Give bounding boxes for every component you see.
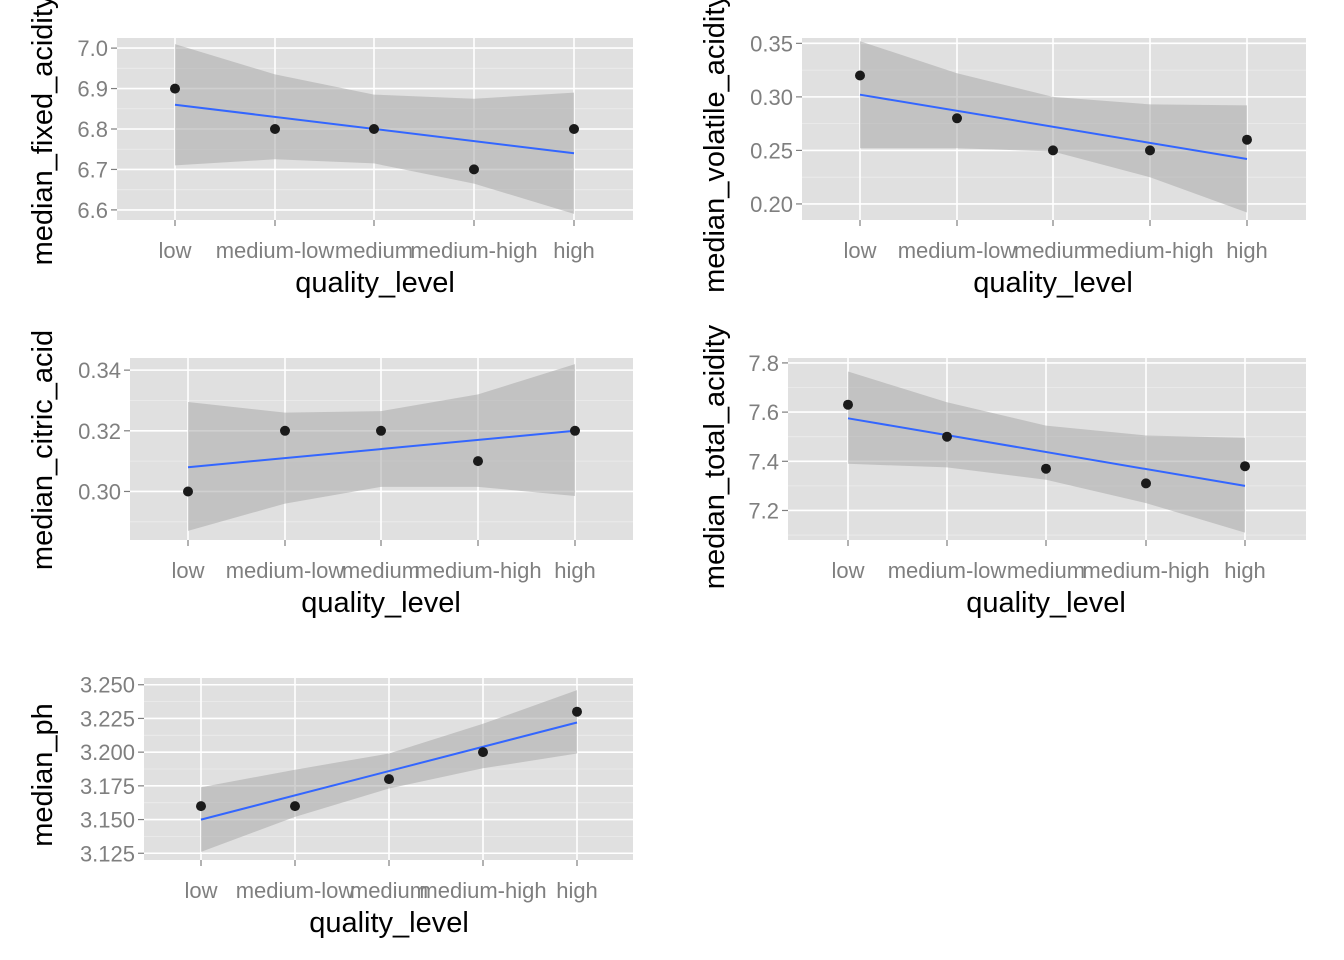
data-point	[478, 747, 488, 758]
y-tick-label: 0.30	[78, 479, 121, 504]
data-point	[376, 425, 386, 436]
y-tick-label: 7.4	[748, 449, 779, 474]
y-tick-label: 6.7	[77, 157, 108, 182]
y-tick-label: 0.34	[78, 358, 121, 383]
y-tick-label: 7.6	[748, 400, 779, 425]
x-tick-label: low	[171, 558, 204, 583]
x-tick-label: high	[554, 558, 596, 583]
y-tick-label: 7.2	[748, 498, 779, 523]
confidence-band	[188, 364, 575, 531]
x-tick-label: low	[843, 238, 876, 263]
x-tick-label: medium	[335, 238, 413, 263]
y-tick-label: 6.8	[77, 117, 108, 142]
y-tick-label: 6.9	[77, 77, 108, 102]
x-axis-title: quality_level	[973, 267, 1133, 299]
x-tick-label: low	[831, 558, 864, 583]
x-tick-label: medium	[1014, 238, 1092, 263]
panel-volatile: 0.20 0.25 0.30 0.35 low medium-lowmediummediu…	[699, 0, 1306, 299]
data-point	[1048, 145, 1058, 156]
data-point	[469, 164, 479, 175]
x-tick-label: medium	[1007, 558, 1085, 583]
data-point	[290, 801, 300, 812]
x-tick-label: high	[1226, 238, 1268, 263]
x-tick-label: medium	[342, 558, 420, 583]
y-tick-label: 3.225	[80, 706, 135, 731]
data-point	[1240, 461, 1250, 472]
y-tick-label: 3.175	[80, 774, 135, 799]
panel-fixed: 6.6 6.7 6.8 6.9 7.0 low medium-low mediummedium…	[27, 0, 633, 299]
x-tick-label: medium-high	[1082, 558, 1209, 583]
x-tick-label: medium-low	[216, 238, 335, 263]
regression-line	[187, 429, 576, 469]
data-point	[1141, 478, 1151, 489]
y-tick-label: 3.200	[80, 740, 135, 765]
x-tick-label: medium-high	[410, 238, 537, 263]
y-tick-label: 0.25	[750, 138, 793, 163]
panel-total: 7.2 7.4 7.6 7.8 low medium-low mediummedium-hi…	[699, 324, 1306, 619]
data-point	[170, 83, 180, 94]
y-tick-label: 7.8	[748, 351, 779, 376]
y-tick-label: 0.35	[750, 31, 793, 56]
regression-line	[847, 417, 1246, 487]
x-tick-label: medium-low	[236, 878, 355, 903]
y-axis-title: median_total_acidity	[699, 324, 731, 589]
data-point	[572, 706, 582, 717]
data-point	[270, 124, 280, 134]
x-tick-label: high	[1224, 558, 1266, 583]
x-axis-title: quality_level	[309, 907, 469, 939]
x-axis-title: quality_level	[301, 587, 461, 619]
x-axis-title: quality_level	[966, 587, 1126, 619]
data-point	[843, 399, 853, 410]
data-point	[1041, 463, 1051, 474]
data-point	[196, 801, 206, 812]
y-axis-title: median_volatile_acidity	[699, 0, 731, 293]
x-tick-label: medium-high	[1086, 238, 1213, 263]
data-point	[384, 774, 394, 785]
x-tick-label: medium-low	[898, 238, 1017, 263]
data-point	[569, 124, 579, 134]
x-tick-label: high	[556, 878, 598, 903]
y-axis-title: median_citric_acid	[27, 330, 59, 570]
y-tick-label: 3.150	[80, 808, 135, 833]
data-point	[1242, 134, 1252, 145]
x-tick-label: medium-high	[419, 878, 546, 903]
data-point	[570, 425, 580, 436]
regression-line	[200, 721, 578, 821]
panel-ph: 3.125 3.150 3.175 3.200 3.225 3.250 low medium-…	[27, 673, 633, 939]
data-point	[952, 113, 962, 124]
y-tick-label: 0.32	[78, 419, 121, 444]
y-axis-title: median_fixed_acidity	[27, 0, 59, 265]
x-tick-label: low	[184, 878, 217, 903]
regression-line	[859, 93, 1248, 160]
data-point	[183, 486, 193, 497]
y-tick-label: 0.30	[750, 85, 793, 110]
y-tick-label: 0.20	[750, 192, 793, 217]
panel-citric: 0.30 0.32 0.34 low medium-lowmediummedium-hi…	[27, 330, 633, 619]
data-point	[942, 431, 952, 442]
data-point	[369, 124, 379, 134]
y-tick-label: 7.0	[77, 36, 108, 61]
x-tick-label: high	[553, 238, 595, 263]
y-tick-label: 6.6	[77, 198, 108, 223]
x-tick-label: medium-low	[226, 558, 345, 583]
data-point	[280, 425, 290, 436]
x-axis-title: quality_level	[295, 267, 455, 299]
y-tick-label: 3.250	[80, 673, 135, 698]
x-tick-label: medium	[350, 878, 428, 903]
data-point	[1145, 145, 1155, 156]
x-tick-label: low	[158, 238, 191, 263]
data-point	[473, 456, 483, 467]
y-axis-title: median_ph	[27, 703, 59, 847]
x-tick-label: medium-high	[414, 558, 541, 583]
y-tick-label: 3.125	[80, 841, 135, 866]
data-point	[855, 70, 865, 81]
x-tick-label: medium-low	[888, 558, 1007, 583]
